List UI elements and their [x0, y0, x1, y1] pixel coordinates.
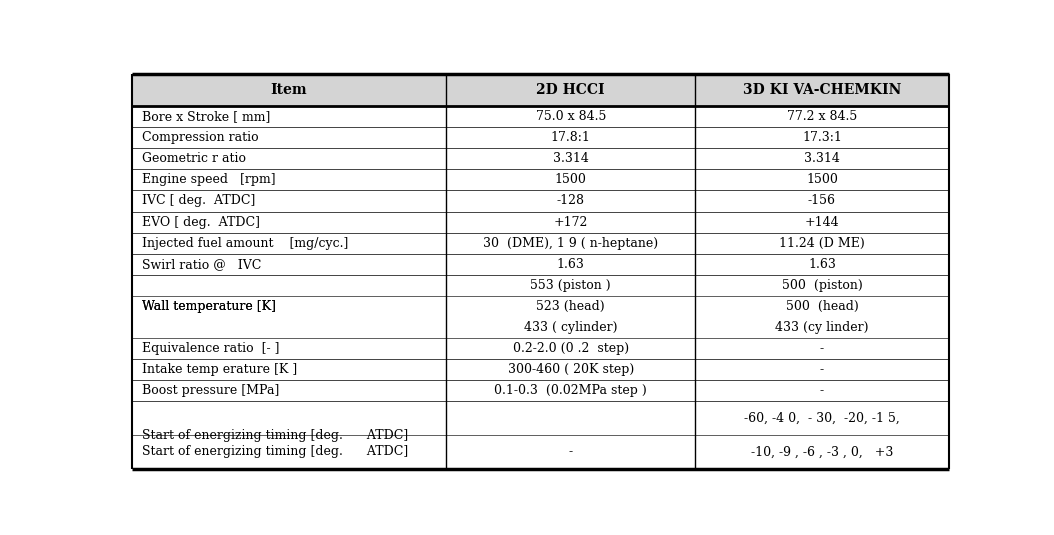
Text: 17.8:1: 17.8:1 — [551, 131, 590, 144]
Text: Wall temperature [K]: Wall temperature [K] — [142, 300, 276, 313]
Text: Injected fuel amount    [mg/cyc.]: Injected fuel amount [mg/cyc.] — [142, 236, 349, 250]
Text: -: - — [820, 363, 824, 376]
Text: Boost pressure [MPa]: Boost pressure [MPa] — [142, 384, 279, 397]
Text: 0.1-0.3  (0.02MPa step ): 0.1-0.3 (0.02MPa step ) — [494, 384, 647, 397]
Text: 3.314: 3.314 — [804, 152, 840, 165]
Text: -: - — [569, 445, 573, 458]
Text: Item: Item — [271, 83, 308, 97]
Text: Bore x Stroke [ mm]: Bore x Stroke [ mm] — [142, 110, 271, 123]
Text: 433 ( cylinder): 433 ( cylinder) — [524, 321, 618, 334]
Text: 3D KI VA-CHEMKIN: 3D KI VA-CHEMKIN — [743, 83, 901, 97]
Text: 2D HCCI: 2D HCCI — [536, 83, 605, 97]
Text: Swirl ratio @   IVC: Swirl ratio @ IVC — [142, 258, 261, 271]
Text: IVC [ deg.  ATDC]: IVC [ deg. ATDC] — [142, 195, 256, 208]
Text: 300-460 ( 20K step): 300-460 ( 20K step) — [508, 363, 633, 376]
Bar — [132, 74, 949, 106]
Text: 77.2 x 84.5: 77.2 x 84.5 — [787, 110, 857, 123]
Text: -: - — [820, 342, 824, 355]
Text: Engine speed   [rpm]: Engine speed [rpm] — [142, 173, 276, 186]
Text: Equivalence ratio  [- ]: Equivalence ratio [- ] — [142, 342, 280, 355]
Text: 553 (piston ): 553 (piston ) — [530, 279, 611, 292]
Text: EVO [ deg.  ATDC]: EVO [ deg. ATDC] — [142, 216, 260, 228]
Text: Intake temp erature [K ]: Intake temp erature [K ] — [142, 363, 297, 376]
Text: 500  (head): 500 (head) — [785, 300, 858, 313]
Text: Start of energizing timing [deg.      ATDC]: Start of energizing timing [deg. ATDC] — [142, 445, 409, 458]
Text: 30  (DME), 1 9 ( n-heptane): 30 (DME), 1 9 ( n-heptane) — [483, 236, 659, 250]
Text: 11.24 (D ME): 11.24 (D ME) — [779, 236, 865, 250]
Text: 523 (head): 523 (head) — [536, 300, 605, 313]
Text: +172: +172 — [553, 216, 588, 228]
Text: -10, -9 , -6 , -3 , 0,   +3: -10, -9 , -6 , -3 , 0, +3 — [750, 445, 893, 458]
Text: 1500: 1500 — [806, 173, 838, 186]
Text: +144: +144 — [804, 216, 839, 228]
Text: Start of energizing timing [deg.      ATDC]: Start of energizing timing [deg. ATDC] — [142, 429, 409, 441]
Text: 0.2-2.0 (0 .2  step): 0.2-2.0 (0 .2 step) — [512, 342, 629, 355]
Text: 1.63: 1.63 — [557, 258, 585, 271]
Text: -60, -4 0,  - 30,  -20, -1 5,: -60, -4 0, - 30, -20, -1 5, — [744, 411, 900, 425]
Text: 3.314: 3.314 — [553, 152, 589, 165]
Text: Geometric r atio: Geometric r atio — [142, 152, 247, 165]
Text: 500  (piston): 500 (piston) — [782, 279, 862, 292]
Text: 1500: 1500 — [554, 173, 587, 186]
Text: Wall temperature [K]: Wall temperature [K] — [142, 300, 276, 313]
Text: 1.63: 1.63 — [808, 258, 836, 271]
Text: -128: -128 — [557, 195, 585, 208]
Text: -: - — [820, 384, 824, 397]
Text: Compression ratio: Compression ratio — [142, 131, 259, 144]
Text: 75.0 x 84.5: 75.0 x 84.5 — [535, 110, 606, 123]
Text: -156: -156 — [808, 195, 836, 208]
Text: 433 (cy linder): 433 (cy linder) — [776, 321, 868, 334]
Text: 17.3:1: 17.3:1 — [802, 131, 842, 144]
